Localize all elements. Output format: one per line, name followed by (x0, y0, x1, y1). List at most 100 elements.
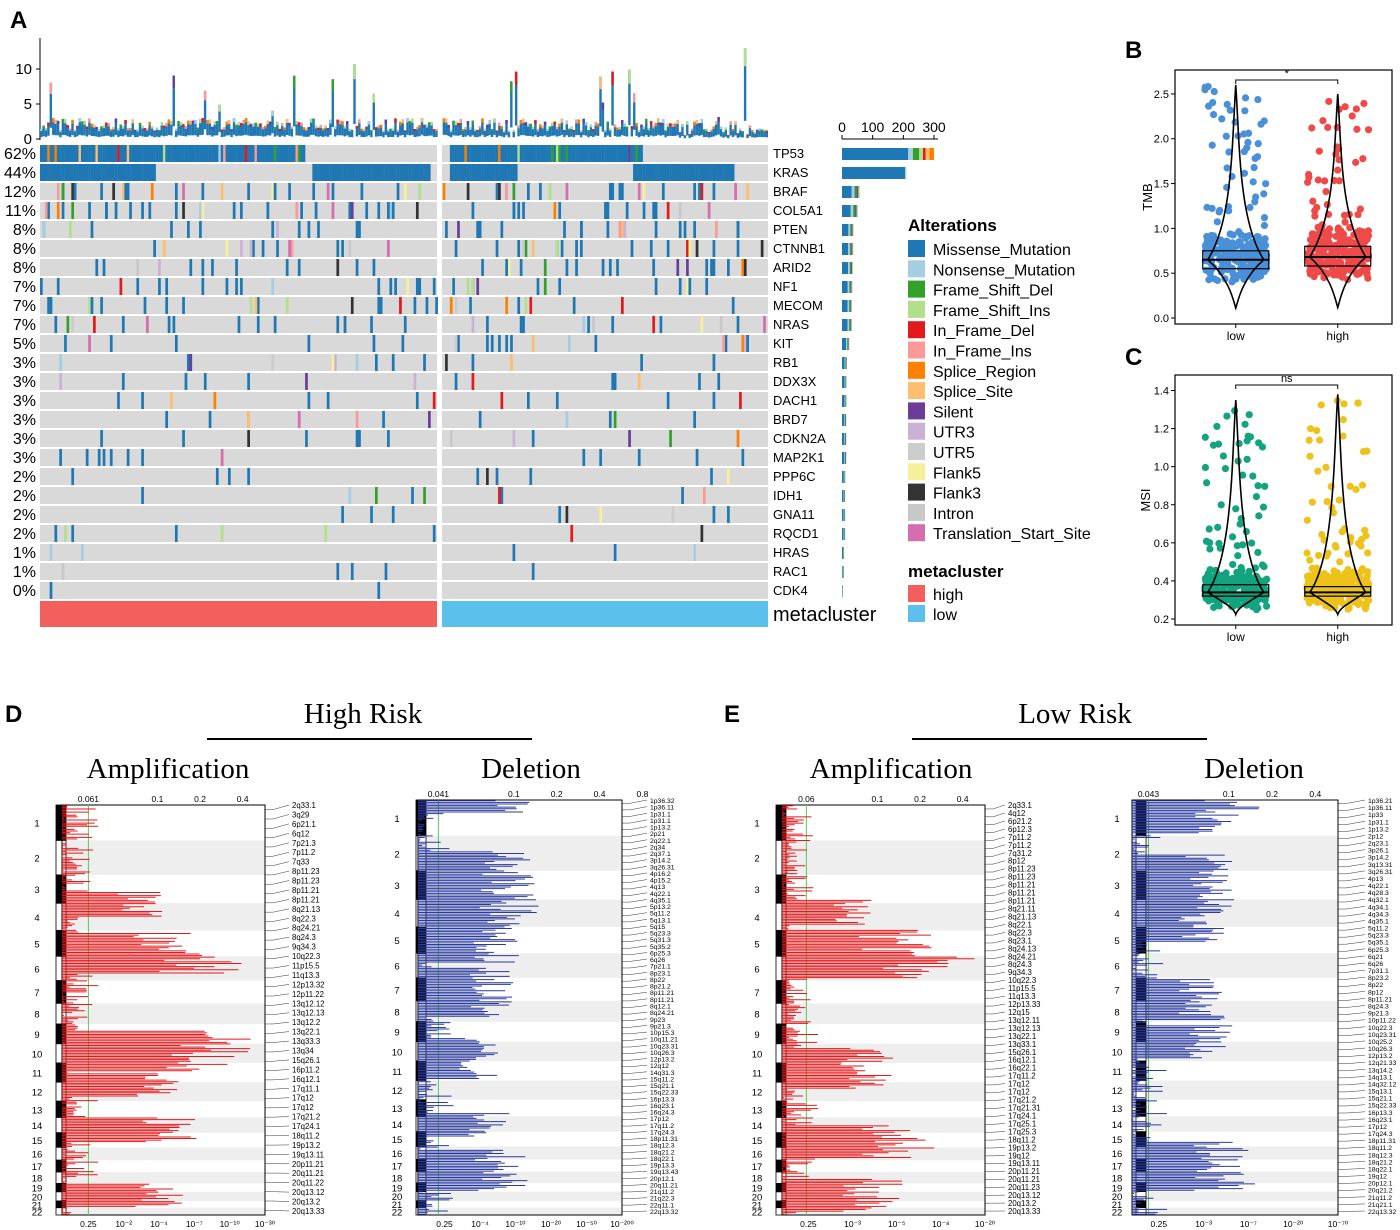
gene-label: MECOM (773, 298, 823, 313)
peak-leader-line (265, 1097, 290, 1099)
count-bar-segment (842, 167, 906, 179)
mutation-cell (85, 145, 89, 162)
count-bar-segment (844, 528, 846, 540)
tmb-bar-top (276, 121, 279, 126)
tmb-bar-top (743, 48, 747, 67)
chromosome-label: 22 (752, 1207, 763, 1218)
box (1202, 584, 1270, 597)
data-point (1350, 574, 1359, 582)
mutation-cell (490, 164, 494, 181)
mutation-cell (71, 183, 75, 200)
mutation-cell (466, 183, 470, 200)
tmb-bar-top (54, 120, 57, 124)
peak-leader-line (1338, 1061, 1366, 1064)
mutation-cell (459, 145, 463, 162)
tmb-bar (244, 118, 248, 135)
mutation-cell (469, 297, 472, 314)
chromosome-band (1132, 899, 1338, 927)
tmb-bar (295, 121, 298, 136)
peak-label: 2p12 (1368, 833, 1383, 840)
tmb-bar (698, 123, 701, 136)
amp-subtitle: Amplification (87, 753, 250, 785)
mutation-cell (645, 164, 648, 181)
tmb-bar (623, 123, 626, 136)
peak-label: 20q13.12 (292, 1188, 325, 1197)
oncoplot-row-bg (442, 563, 768, 580)
mutation-cell (372, 259, 376, 276)
mutation-cell (563, 221, 566, 238)
count-bar-segment (856, 186, 859, 198)
peak-label: 8p11.21 (1008, 889, 1036, 898)
mutation-cell (461, 145, 465, 162)
count-bar-segment (929, 148, 934, 160)
tmb-bar-top (700, 119, 703, 124)
tmb-bar (317, 127, 320, 137)
tmb-bar (384, 119, 388, 136)
data-point (1307, 425, 1315, 433)
count-bar-segment (845, 433, 847, 445)
mutation-cell (254, 297, 258, 314)
count-bar-segment (850, 224, 852, 236)
tmb-bar-top (669, 123, 672, 127)
peak-label: 9q34.3 (1008, 968, 1032, 977)
tmb-bar-top (129, 128, 132, 131)
mutation-cell (425, 297, 429, 314)
mutation-cell (543, 278, 547, 295)
oncoplot-row-bg (40, 259, 437, 276)
mutation-cell (307, 335, 311, 352)
mutation-cell (201, 145, 205, 162)
peak-label: 17q24.1 (1008, 1111, 1036, 1120)
tmb-bar-top (278, 128, 281, 131)
peak-label: 4q22.1 (650, 891, 671, 898)
tmb-bar (343, 125, 347, 137)
tmb-bar-top (247, 121, 250, 126)
mutation-cell (391, 506, 395, 523)
mutation-cell (536, 278, 540, 295)
tmb-bar (652, 125, 655, 137)
mutation-cell (312, 183, 316, 200)
peak-leader-line (1338, 806, 1366, 811)
data-point (1305, 599, 1314, 607)
peak-label: 11q13.3 (1008, 992, 1036, 1001)
mutation-cell (652, 202, 656, 219)
data-point (1225, 580, 1233, 588)
peak-leader-line (1338, 828, 1366, 832)
tmb-bar (498, 122, 501, 136)
tmb-bar-top (628, 69, 631, 84)
peak-label: 12q15 (1008, 1008, 1030, 1017)
mutation-cell (141, 202, 144, 219)
annotation-label: metacluster (773, 604, 877, 626)
peak-label: 7p11.2 (292, 848, 315, 857)
mutation-cell (608, 411, 612, 428)
mutation-cell (391, 354, 395, 371)
tmb-bar (512, 130, 515, 138)
data-point (1223, 412, 1231, 420)
count-bar-segment (842, 490, 844, 502)
mutation-cell (365, 202, 369, 219)
peak-label: 8q23.1 (1008, 936, 1032, 945)
peak-leader-line (265, 993, 290, 997)
chromosome-label: 11 (32, 1069, 42, 1080)
mutation-cell (170, 392, 173, 409)
tmb-bar (415, 126, 419, 137)
mutation-cell (698, 373, 701, 390)
tmb-bar (420, 118, 424, 135)
peak-label: 15q26.1 (292, 1056, 320, 1065)
group-legend-label: low (933, 607, 957, 624)
tmb-bar-top (47, 122, 50, 126)
peak-label: 10q22.3 (292, 952, 320, 961)
data-point (1364, 126, 1373, 134)
mutation-cell (543, 145, 547, 162)
tmb-bar (189, 120, 192, 136)
count-bar-segment (842, 338, 847, 350)
mutation-cell (141, 392, 144, 409)
peak-leader-line (1338, 1090, 1366, 1093)
mutation-cell (483, 145, 487, 162)
tmb-bar (396, 130, 400, 138)
mutation-cell (158, 145, 161, 162)
mutation-cell (141, 449, 144, 466)
peak-label: 11q13.3 (292, 971, 320, 980)
tmb-bar (606, 121, 609, 136)
tmb-bar (594, 122, 597, 136)
